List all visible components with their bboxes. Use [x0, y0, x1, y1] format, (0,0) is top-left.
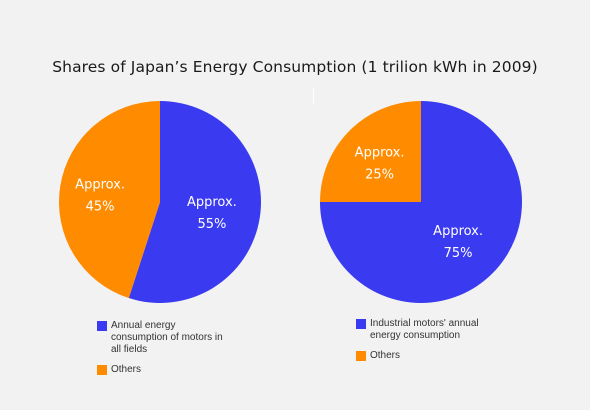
slice-label-percent: 45% [86, 200, 115, 215]
legend-label: Others [370, 350, 401, 361]
pie-chart-industrial-motors: Approx. 75% Approx. 25% [320, 101, 522, 303]
legend-label: Annual energy consumption of motors in a… [111, 320, 223, 355]
legend-label: Industrial motors' annual energy consump… [370, 318, 479, 341]
slice-label-prefix: Approx. [433, 224, 483, 239]
legend-right: Industrial motors' annual energy consump… [356, 318, 516, 370]
legend-swatch-blue [97, 321, 107, 331]
slice-label-percent: 55% [197, 217, 226, 232]
legend-item-others: Others [356, 350, 516, 362]
legend-left: Annual energy consumption of motors in a… [97, 320, 237, 384]
slice-label-percent: 75% [444, 246, 473, 261]
divider [313, 88, 314, 104]
pie-slice-orange [58, 100, 161, 299]
slice-label-prefix: Approx. [75, 178, 125, 193]
pie-chart-motors-all-fields: Approx. 55% Approx. 45% [58, 100, 261, 303]
legend-swatch-blue [356, 319, 366, 329]
legend-label: Others [111, 364, 142, 375]
legend-swatch-orange [356, 351, 366, 361]
legend-item-motors-all-fields: Annual energy consumption of motors in a… [97, 320, 237, 356]
legend-item-others: Others [97, 364, 237, 376]
legend-swatch-orange [97, 365, 107, 375]
pie-slice-blue [128, 101, 261, 303]
chart-title: Shares of Japan’s Energy Consumption (1 … [52, 58, 538, 76]
legend-item-industrial-motors: Industrial motors' annual energy consump… [356, 318, 516, 342]
slice-label-prefix: Approx. [355, 146, 405, 161]
pie-slice-orange [320, 101, 421, 202]
slice-label-prefix: Approx. [187, 195, 237, 210]
slice-label-percent: 25% [365, 168, 394, 183]
